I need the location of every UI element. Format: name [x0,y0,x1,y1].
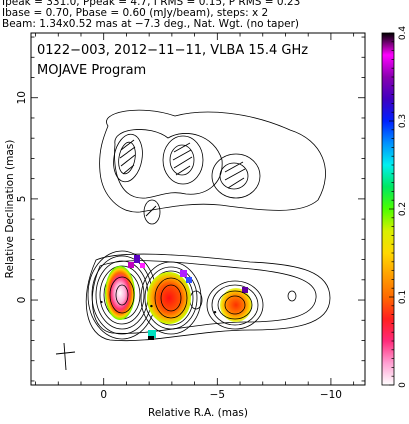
x-tick-label: 0 [100,389,107,401]
colorbar-tick-label: 0.2 [398,202,408,216]
y-tick-label: 10 [16,91,28,104]
polarized-intensity [105,255,252,340]
colorbar-tick-label: 0.4 [398,26,408,41]
colorbar-tick-label: 0.1 [398,290,408,304]
plot-frame [30,32,366,386]
header-line-2: Ibase = 0.70, Pbase = 0.60 (mJy/beam), s… [2,7,269,19]
chart-subtitle: MOJAVE Program [37,63,146,78]
x-tick-label: −5 [210,389,225,401]
axis-ticks [31,33,365,385]
component-markers [100,300,217,314]
header-line-3: Beam: 1.34x0.52 mas at −7.3 deg., Nat. W… [2,18,300,30]
component-marker [100,300,103,304]
header-line-1: Ipeak = 331.0, Ppeak = 4.7, I RMS = 0.15… [2,0,301,8]
evpa-ticks [119,139,246,217]
x-axis-label: Relative R.A. (mas) [148,407,248,419]
x-tick-label: −10 [320,389,342,401]
colorbar-tick-label: 0.3 [398,114,408,128]
map-area [55,109,331,371]
colorbar-ticks: 0 0.1 0.2 0.3 0.4 [389,26,408,388]
component-marker [213,310,217,314]
y-axis-label: Relative Declination (mas) [4,140,16,279]
chart-title: 0122−003, 2012−11−11, VLBA 15.4 GHz [37,43,308,58]
axis-tick-labels: 0 −5 −10 0 5 10 [16,91,342,401]
y-tick-label: 5 [16,196,28,203]
component-marker [150,304,153,308]
polarization-contours [99,109,326,225]
y-tick-label: 0 [16,297,28,304]
beam-marker [55,342,76,371]
colorbar-tick-label: 0 [398,382,408,388]
